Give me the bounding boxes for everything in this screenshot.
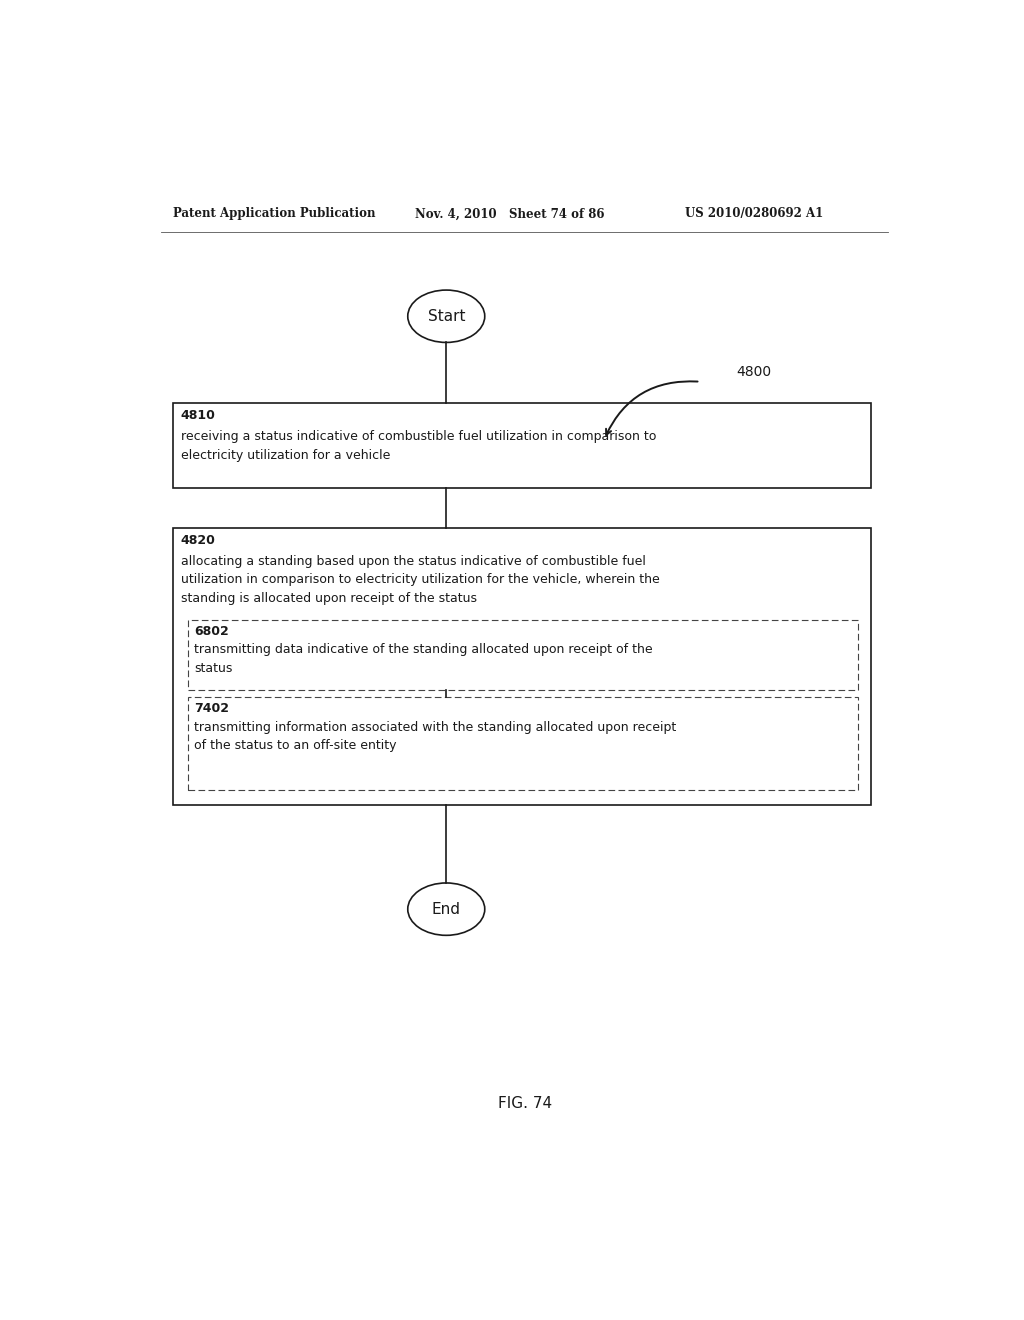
Text: US 2010/0280692 A1: US 2010/0280692 A1 (685, 207, 823, 220)
Bar (188, 620, 858, 689)
Text: allocating a standing based upon the status indicative of combustible fuel
utili: allocating a standing based upon the sta… (180, 554, 659, 605)
Ellipse shape (408, 883, 484, 936)
Text: 6802: 6802 (195, 624, 229, 638)
Text: receiving a status indicative of combustible fuel utilization in comparison to
e: receiving a status indicative of combust… (180, 430, 656, 462)
Ellipse shape (408, 290, 484, 342)
Text: transmitting information associated with the standing allocated upon receipt
of : transmitting information associated with… (195, 721, 677, 752)
Text: transmitting data indicative of the standing allocated upon receipt of the
statu: transmitting data indicative of the stan… (195, 644, 653, 675)
Text: End: End (432, 902, 461, 916)
Text: 4800: 4800 (736, 366, 772, 379)
Bar (188, 697, 858, 789)
Text: 7402: 7402 (195, 702, 229, 714)
Text: Start: Start (427, 309, 465, 323)
Text: FIG. 74: FIG. 74 (498, 1097, 552, 1111)
Text: Patent Application Publication: Patent Application Publication (173, 207, 376, 220)
Bar (173, 404, 871, 488)
Text: Nov. 4, 2010   Sheet 74 of 86: Nov. 4, 2010 Sheet 74 of 86 (416, 207, 605, 220)
Text: 4820: 4820 (180, 533, 215, 546)
Bar (173, 528, 871, 805)
Text: 4810: 4810 (180, 409, 215, 422)
